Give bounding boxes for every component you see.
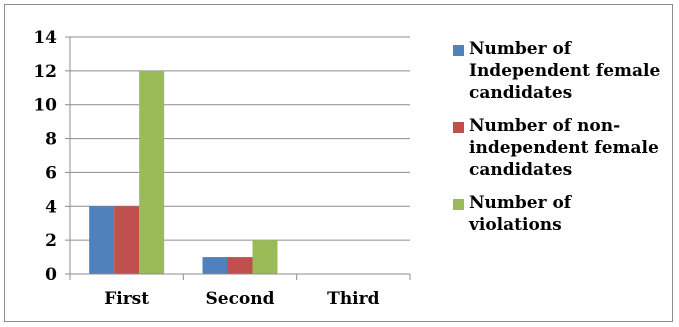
- legend-item-non-independent: Number of non- independent female candid…: [453, 115, 675, 181]
- axes: [69, 37, 411, 280]
- y-tick-label: 0: [45, 265, 57, 285]
- legend-item-independent: Number of Independent female candidates: [453, 38, 675, 104]
- legend-swatch: [453, 199, 464, 210]
- bar: [202, 257, 228, 274]
- y-axis-ticks: 0 2 4 6 8 10 12 14: [33, 28, 70, 285]
- bar: [139, 70, 165, 274]
- y-tick-label: 10: [33, 96, 57, 116]
- legend-swatch: [453, 122, 464, 133]
- y-tick-label: 2: [45, 231, 57, 251]
- x-tick-label: Second: [205, 289, 274, 309]
- legend-item-violations: Number of violations: [453, 192, 675, 236]
- bar: [227, 257, 253, 274]
- legend-label: Number of violations: [469, 193, 572, 235]
- x-tick-label: Third: [327, 289, 379, 309]
- legend: Number of Independent female candidates …: [453, 38, 675, 247]
- legend-label: Number of non- independent female candid…: [469, 116, 659, 180]
- y-tick-label: 8: [45, 130, 57, 150]
- y-tick-label: 12: [33, 62, 57, 82]
- x-axis-labels: First Second Third: [104, 289, 379, 309]
- bar: [252, 240, 278, 274]
- bar: [114, 206, 140, 274]
- x-tick-label: First: [104, 289, 149, 309]
- bar: [89, 206, 115, 274]
- y-tick-label: 14: [33, 28, 57, 48]
- bars: [89, 70, 278, 274]
- y-tick-label: 6: [45, 163, 57, 183]
- legend-swatch: [453, 45, 464, 56]
- y-tick-label: 4: [45, 197, 57, 217]
- legend-label: Number of Independent female candidates: [469, 39, 661, 103]
